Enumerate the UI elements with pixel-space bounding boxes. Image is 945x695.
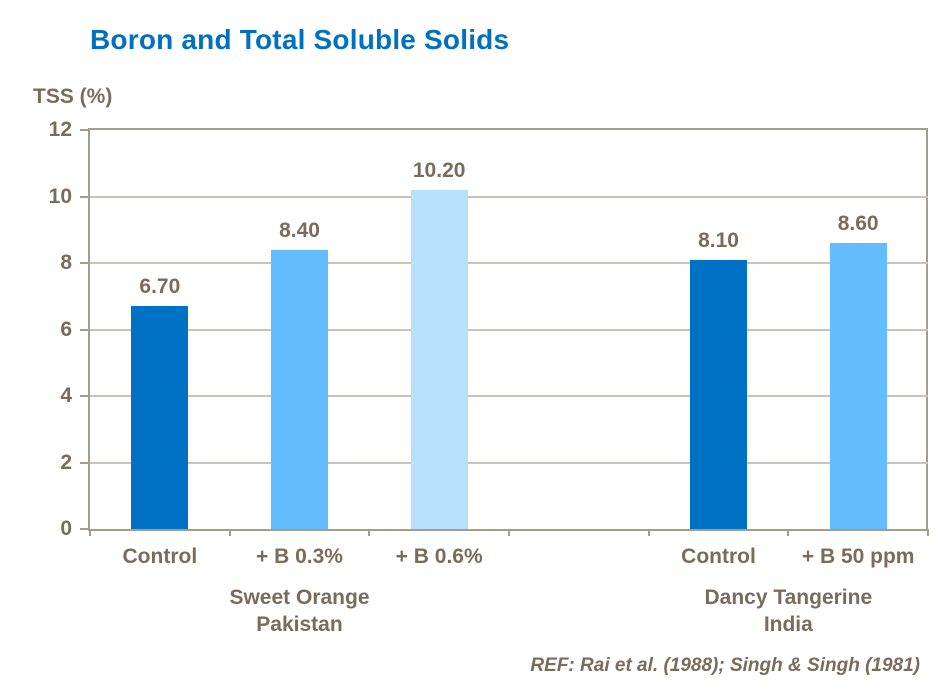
value-label-0: 6.70: [139, 275, 181, 299]
y-tick-label-8: 8: [60, 251, 72, 274]
y-tick-label-4: 4: [60, 384, 72, 407]
bar-5--b-50-ppm: [829, 243, 887, 529]
x-category-label-2: + B 0.6%: [395, 545, 483, 568]
y-tick-label-6: 6: [60, 317, 72, 341]
gridline-2: [90, 461, 928, 464]
x-tick-mark-5: [787, 529, 790, 536]
x-category-label-4: Control: [681, 545, 756, 568]
group-label-line1-1: Dancy Tangerine: [704, 586, 873, 609]
x-tick-mark-3: [508, 529, 510, 536]
value-label-1: 8.40: [279, 218, 320, 242]
y-tick-label-2: 2: [60, 450, 72, 474]
x-tick-mark-2: [368, 529, 371, 536]
y-tick-mark-12: [80, 129, 89, 131]
gridline-4: [90, 395, 928, 397]
group-label-line1-0: Sweet Orange: [229, 586, 370, 609]
y-tick-mark-4: [80, 395, 89, 397]
x-category-label-1: + B 0.3%: [256, 545, 343, 568]
x-category-label-0: Control: [122, 545, 198, 568]
x-tick-mark-6: [927, 529, 929, 536]
x-tick-mark-4: [647, 529, 650, 536]
y-axis-title: TSS (%): [33, 85, 113, 108]
bar-1--b-0-3-: [271, 249, 328, 529]
reference-text: REF: Rai et al. (1988); Singh & Singh (1…: [530, 655, 920, 676]
y-tick-mark-10: [80, 195, 89, 198]
group-label-line2-1: India: [763, 613, 813, 636]
group-label-line2-0: Pakistan: [256, 613, 343, 636]
gridline-10: [90, 195, 928, 198]
bar-4-control: [690, 259, 747, 529]
x-category-label-5: + B 50 ppm: [801, 545, 915, 568]
value-label-5: 8.60: [837, 212, 879, 236]
y-tick-label-12: 12: [48, 118, 72, 141]
x-tick-mark-1: [228, 529, 231, 536]
y-tick-mark-8: [80, 262, 89, 264]
chart-title: Boron and Total Soluble Solids: [90, 24, 510, 55]
y-tick-label-10: 10: [48, 184, 72, 208]
value-label-4: 8.10: [698, 228, 739, 252]
bar-0-control: [131, 306, 189, 529]
value-label-2: 10.20: [412, 158, 466, 182]
y-tick-mark-0: [80, 528, 89, 530]
y-tick-mark-6: [80, 328, 89, 331]
x-tick-mark-0: [89, 529, 91, 536]
gridline-8: [90, 262, 928, 264]
gridline-6: [90, 328, 928, 331]
y-tick-mark-2: [80, 461, 89, 464]
bar-2--b-0-6-: [410, 189, 468, 529]
y-tick-label-0: 0: [60, 517, 72, 540]
